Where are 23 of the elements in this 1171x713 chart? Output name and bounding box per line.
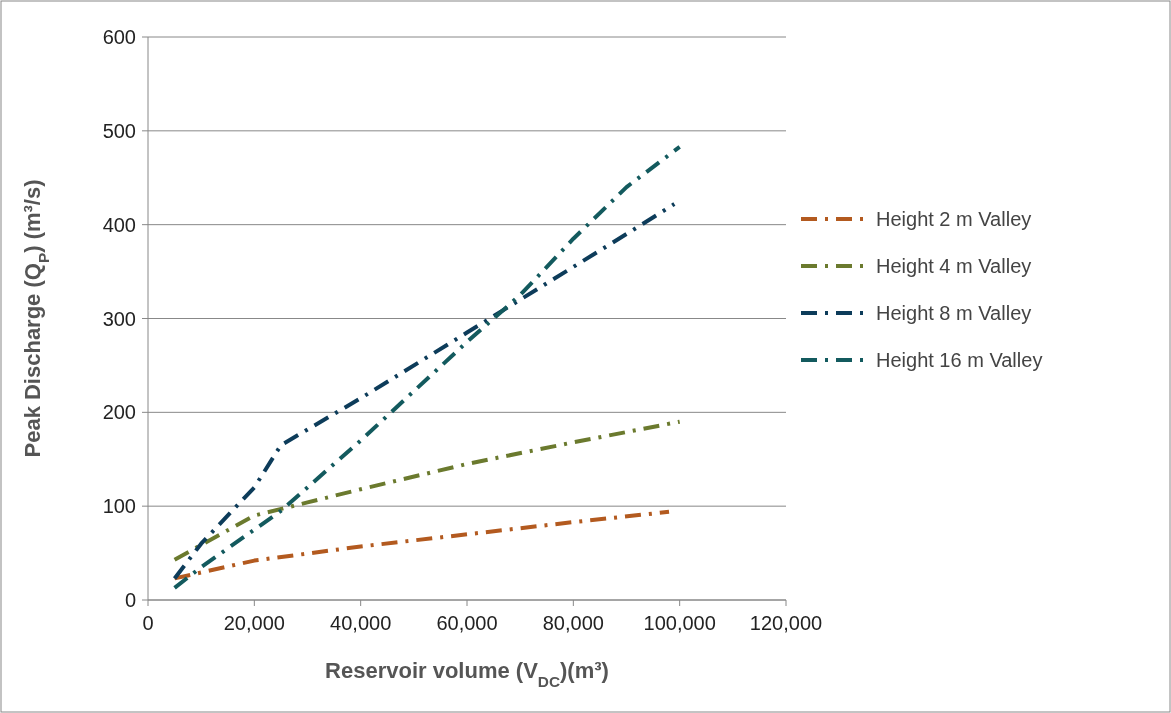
line-series [172,144,682,590]
y-tick-label: 0 [124,589,136,611]
y-tick-label: 600 [102,26,136,48]
legend-label: Height 8 m Valley [876,302,1032,324]
y-tick-label: 400 [102,213,136,236]
y-tick-label: 200 [102,401,136,424]
x-tick-label: 120,000 [749,612,823,634]
x-tick-label: 20,000 [223,612,285,634]
y-tick-label: 300 [102,307,136,330]
x-tick-label: 100,000 [643,612,716,634]
line-series [172,419,682,562]
legend-label: Height 2 m Valley [876,208,1032,230]
line-series [172,509,672,581]
y-tick-label: 100 [102,495,136,518]
y-tick-label: 500 [102,119,136,142]
legend-label: Height 4 m Valley [876,255,1032,277]
x-tick-label: 40,000 [330,612,392,634]
legend-label: Height 16 m Valley [876,349,1043,371]
x-tick-label: 60,000 [436,612,498,634]
x-tick-label: 80,000 [542,612,604,634]
x-tick-label: 0 [142,612,154,634]
x-axis-title: Reservoir volume (V$_{DC}$)(m³) [325,658,609,690]
line-series [172,202,677,581]
